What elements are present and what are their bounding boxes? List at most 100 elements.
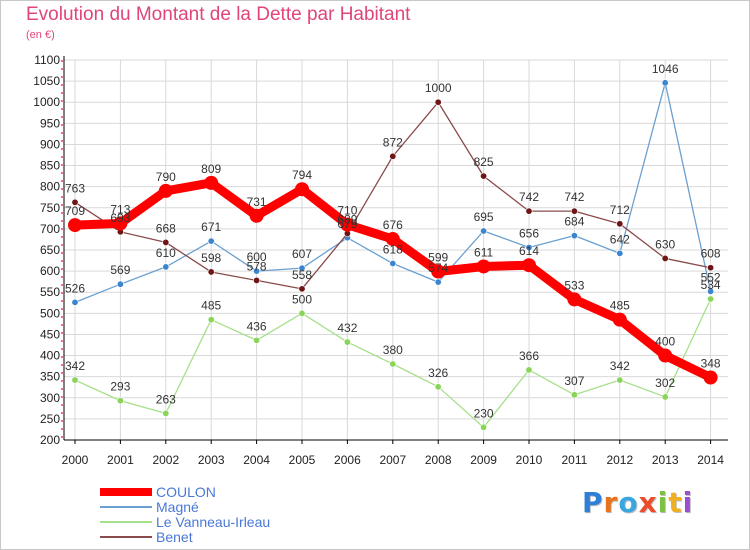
data-label-benet: 872 (383, 135, 403, 149)
data-label-benet: 742 (564, 190, 584, 204)
y-tick-label: 800 (40, 180, 60, 194)
data-label-benet: 712 (610, 203, 630, 217)
data-point-magn (661, 79, 669, 87)
x-tick-label: 2010 (516, 453, 543, 467)
data-label-coulon: 710 (337, 204, 357, 218)
data-label-le-vanneau-irleau: 380 (383, 343, 403, 357)
x-tick-label: 2012 (606, 453, 633, 467)
y-tick-label: 1050 (33, 74, 60, 88)
data-label-magn: 569 (110, 263, 130, 277)
data-point-magn (389, 260, 397, 268)
chart-subtitle: (en €) (26, 29, 55, 41)
x-tick-label: 2011 (561, 453, 587, 467)
y-tick-label: 750 (40, 201, 60, 215)
legend-label-magn: Magné (156, 499, 199, 515)
data-point-coulon (658, 348, 673, 363)
data-label-benet: 598 (201, 251, 221, 265)
data-point-le-vanneau-irleau (389, 360, 397, 368)
data-label-coulon: 794 (292, 168, 312, 182)
data-label-coulon: 790 (156, 170, 176, 184)
data-label-magn: 600 (247, 250, 267, 264)
data-label-le-vanneau-irleau: 342 (65, 359, 85, 373)
data-point-magn (434, 278, 442, 286)
data-label-magn: 552 (701, 270, 721, 284)
y-tick-label: 350 (40, 370, 60, 384)
y-tick-label: 900 (40, 137, 60, 151)
data-point-le-vanneau-irleau (616, 376, 624, 384)
data-point-coulon (113, 216, 128, 231)
data-label-le-vanneau-irleau: 230 (474, 406, 494, 420)
data-label-magn: 656 (519, 226, 539, 240)
y-tick-label: 450 (40, 327, 60, 341)
data-label-magn: 695 (474, 210, 494, 224)
data-label-coulon: 400 (655, 335, 675, 349)
data-label-benet: 668 (156, 221, 176, 235)
data-point-magn (298, 264, 306, 272)
data-label-benet: 578 (247, 259, 267, 273)
x-tick-label: 2014 (697, 453, 724, 467)
data-point-benet (298, 285, 306, 293)
data-label-magn: 671 (201, 220, 221, 234)
data-point-coulon (204, 175, 219, 190)
data-label-coulon: 731 (247, 195, 267, 209)
data-point-benet (661, 254, 669, 262)
data-label-coulon: 713 (110, 202, 130, 216)
data-label-benet: 693 (110, 211, 130, 225)
y-tick-label: 1000 (33, 95, 60, 109)
data-label-le-vanneau-irleau: 432 (337, 321, 357, 335)
data-label-coulon: 533 (564, 278, 584, 292)
data-point-coulon (522, 258, 536, 273)
chart-title: Evolution du Montant de la Dette par Hab… (26, 4, 411, 25)
data-point-benet (707, 264, 715, 272)
data-point-le-vanneau-irleau (162, 409, 170, 417)
data-point-magn (162, 263, 170, 271)
data-point-benet (570, 207, 578, 215)
data-label-magn: 679 (337, 217, 357, 231)
data-point-benet (434, 98, 442, 106)
data-point-magn (71, 298, 79, 306)
data-label-magn: 642 (610, 232, 630, 246)
x-tick-label: 2008 (425, 453, 452, 467)
x-tick-label: 2002 (152, 453, 179, 467)
data-point-le-vanneau-irleau (343, 338, 351, 346)
x-tick-label: 2007 (379, 453, 406, 467)
data-label-magn: 607 (292, 247, 312, 261)
data-point-benet (253, 276, 261, 284)
data-label-coulon: 599 (428, 251, 448, 265)
data-point-benet (162, 238, 170, 246)
data-point-coulon (68, 218, 82, 233)
data-label-coulon: 809 (201, 162, 221, 176)
data-point-benet (389, 152, 397, 160)
data-point-coulon (476, 259, 491, 274)
data-label-le-vanneau-irleau: 293 (110, 380, 130, 394)
data-point-le-vanneau-irleau (480, 423, 488, 431)
x-tick-label: 2013 (652, 453, 679, 467)
data-point-magn (707, 287, 715, 295)
x-tick-label: 2004 (243, 453, 270, 467)
data-label-magn: 1046 (652, 62, 679, 76)
x-tick-label: 2003 (198, 453, 225, 467)
data-label-benet: 630 (655, 237, 675, 251)
y-tick-label: 950 (40, 116, 60, 130)
data-label-coulon: 709 (65, 204, 85, 218)
y-tick-label: 850 (40, 159, 60, 173)
data-label-le-vanneau-irleau: 307 (564, 374, 584, 388)
y-tick-label: 600 (40, 264, 60, 278)
data-point-magn (116, 280, 124, 288)
y-tick-label: 300 (40, 391, 60, 405)
data-label-le-vanneau-irleau: 366 (519, 349, 539, 363)
data-point-magn (480, 227, 488, 235)
data-label-benet: 825 (474, 155, 494, 169)
legend-swatch-le-vanneau-irleau (100, 521, 152, 523)
data-label-magn: 610 (156, 246, 176, 260)
data-label-magn: 574 (428, 261, 448, 275)
data-label-benet: 763 (65, 181, 85, 195)
legend-label-le-vanneau-irleau: Le Vanneau-Irleau (156, 514, 271, 530)
legend-swatch-magn (100, 506, 152, 508)
data-label-coulon: 614 (519, 244, 539, 258)
data-label-le-vanneau-irleau: 436 (247, 319, 267, 333)
data-point-le-vanneau-irleau (707, 295, 715, 303)
y-tick-label: 200 (40, 433, 60, 447)
data-point-coulon (249, 208, 264, 223)
data-label-benet: 742 (519, 190, 539, 204)
